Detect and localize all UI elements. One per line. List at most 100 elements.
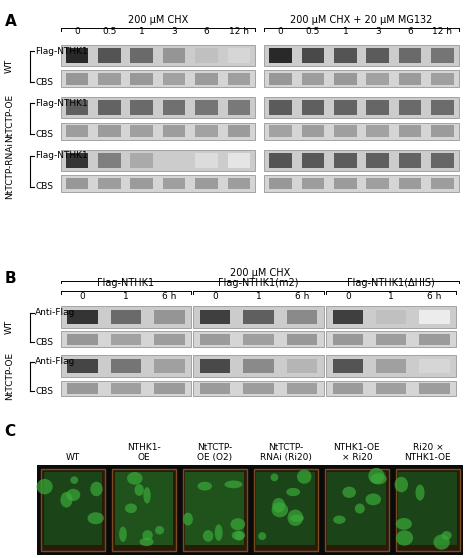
Ellipse shape	[343, 487, 356, 498]
Bar	[334, 126, 357, 137]
Bar	[227, 73, 250, 85]
Bar	[366, 73, 389, 85]
Ellipse shape	[155, 526, 164, 535]
Bar	[419, 383, 450, 394]
Text: Flag-NTHK1(ΔHIS): Flag-NTHK1(ΔHIS)	[347, 278, 435, 288]
Bar	[185, 472, 244, 545]
Ellipse shape	[183, 513, 193, 526]
Bar	[61, 381, 191, 396]
Bar	[333, 334, 363, 345]
Text: Flag-NTHK1: Flag-NTHK1	[35, 99, 88, 108]
Ellipse shape	[234, 531, 244, 541]
Bar	[61, 150, 255, 171]
Bar	[227, 178, 250, 190]
Bar	[193, 331, 324, 347]
Text: 200 μM CHX: 200 μM CHX	[230, 268, 290, 278]
Bar	[302, 73, 324, 85]
Bar	[98, 73, 121, 85]
Text: 1: 1	[388, 292, 394, 301]
Bar	[256, 472, 315, 545]
Bar	[366, 178, 389, 190]
Bar	[334, 100, 357, 115]
Bar	[264, 70, 459, 87]
Bar	[131, 126, 153, 137]
Bar	[243, 310, 274, 324]
Bar	[269, 48, 292, 62]
Text: CBS: CBS	[35, 78, 53, 86]
Bar	[333, 359, 363, 373]
Bar	[269, 178, 292, 190]
Bar	[287, 334, 317, 345]
Bar	[111, 334, 141, 345]
Bar	[154, 310, 184, 324]
Ellipse shape	[271, 502, 288, 517]
Ellipse shape	[119, 527, 127, 542]
Bar	[66, 178, 88, 190]
Bar	[66, 48, 88, 62]
Text: 0: 0	[212, 292, 218, 301]
Bar	[376, 359, 406, 373]
Bar	[67, 359, 98, 373]
Bar	[195, 100, 218, 115]
Bar	[243, 359, 274, 373]
Bar	[111, 310, 141, 324]
Text: NtTCTP-
OE (O2): NtTCTP- OE (O2)	[197, 442, 233, 462]
Bar	[61, 70, 255, 87]
Ellipse shape	[70, 477, 78, 484]
Text: 0: 0	[345, 292, 351, 301]
Bar	[61, 331, 191, 347]
Ellipse shape	[366, 493, 381, 506]
Text: 0.5: 0.5	[306, 27, 320, 36]
Text: WT: WT	[5, 320, 14, 334]
Bar	[193, 381, 324, 396]
Ellipse shape	[37, 479, 53, 494]
Bar	[111, 359, 141, 373]
Bar	[98, 153, 121, 167]
Bar	[398, 472, 457, 545]
Bar	[195, 48, 218, 62]
Bar	[66, 100, 88, 115]
Ellipse shape	[225, 480, 242, 488]
Bar	[419, 310, 450, 324]
Text: 200 μM CHX + 20 μM MG132: 200 μM CHX + 20 μM MG132	[290, 15, 433, 25]
Bar	[333, 310, 363, 324]
Text: CBS: CBS	[35, 182, 53, 191]
Text: CBS: CBS	[35, 130, 53, 139]
Bar	[287, 383, 317, 394]
Text: 0: 0	[278, 27, 284, 36]
Text: 6: 6	[204, 27, 209, 36]
Text: Ri20 ×
NTHK1-OE: Ri20 × NTHK1-OE	[404, 442, 451, 462]
Text: Flag-NTHK1: Flag-NTHK1	[97, 278, 154, 288]
Bar	[376, 383, 406, 394]
Bar	[302, 153, 324, 167]
Text: Flag-NTHK1(m2): Flag-NTHK1(m2)	[218, 278, 299, 288]
Ellipse shape	[203, 530, 213, 542]
Ellipse shape	[125, 503, 137, 513]
Text: NtTCTP-OE: NtTCTP-OE	[5, 352, 14, 400]
Bar	[67, 334, 98, 345]
Bar	[376, 310, 406, 324]
Ellipse shape	[139, 538, 154, 546]
Bar	[67, 383, 98, 394]
Ellipse shape	[88, 512, 104, 524]
Text: 1: 1	[139, 27, 145, 36]
Bar	[37, 465, 463, 555]
Bar	[366, 48, 389, 62]
Bar	[163, 73, 185, 85]
Bar	[334, 73, 357, 85]
Bar	[183, 469, 247, 551]
Bar	[111, 383, 141, 394]
Bar	[227, 126, 250, 137]
Bar	[366, 153, 389, 167]
Bar	[326, 331, 456, 347]
Bar	[131, 178, 153, 190]
Ellipse shape	[90, 482, 102, 496]
Ellipse shape	[396, 530, 413, 546]
Ellipse shape	[442, 531, 452, 540]
Bar	[154, 334, 184, 345]
Bar	[328, 472, 386, 545]
Bar	[200, 359, 230, 373]
Bar	[334, 153, 357, 167]
Ellipse shape	[396, 518, 412, 530]
Bar	[431, 153, 454, 167]
